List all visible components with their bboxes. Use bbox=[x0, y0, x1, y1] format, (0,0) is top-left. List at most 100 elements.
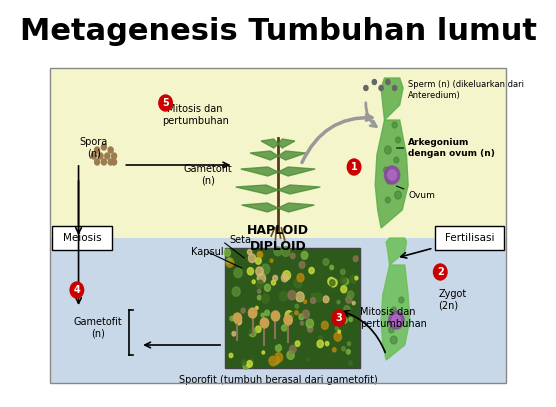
Circle shape bbox=[269, 356, 277, 366]
Polygon shape bbox=[278, 151, 306, 160]
Circle shape bbox=[332, 310, 346, 326]
Circle shape bbox=[295, 325, 303, 335]
Circle shape bbox=[232, 332, 236, 336]
Circle shape bbox=[340, 269, 345, 275]
Circle shape bbox=[257, 274, 266, 283]
Circle shape bbox=[302, 310, 309, 318]
Polygon shape bbox=[236, 185, 278, 194]
Circle shape bbox=[281, 274, 288, 282]
Circle shape bbox=[241, 308, 245, 313]
Circle shape bbox=[320, 351, 325, 357]
Circle shape bbox=[260, 318, 269, 328]
Text: 1: 1 bbox=[351, 162, 358, 172]
Circle shape bbox=[282, 247, 290, 256]
Text: Mitosis dan
pertumbuhan: Mitosis dan pertumbuhan bbox=[162, 104, 229, 126]
Circle shape bbox=[330, 279, 337, 287]
Circle shape bbox=[243, 362, 249, 370]
Circle shape bbox=[390, 336, 397, 344]
Circle shape bbox=[230, 316, 234, 321]
Circle shape bbox=[242, 360, 246, 365]
Circle shape bbox=[344, 306, 350, 313]
Circle shape bbox=[285, 311, 293, 320]
Circle shape bbox=[290, 253, 295, 259]
Circle shape bbox=[257, 252, 263, 258]
Circle shape bbox=[108, 147, 113, 153]
Circle shape bbox=[317, 340, 324, 348]
Circle shape bbox=[249, 308, 257, 318]
Circle shape bbox=[275, 353, 282, 362]
Text: 5: 5 bbox=[162, 98, 169, 108]
Circle shape bbox=[280, 291, 287, 301]
Bar bbox=[50, 68, 506, 238]
Circle shape bbox=[397, 316, 404, 324]
Polygon shape bbox=[375, 120, 408, 228]
Polygon shape bbox=[278, 167, 315, 176]
Circle shape bbox=[232, 287, 240, 296]
Circle shape bbox=[395, 191, 401, 199]
Circle shape bbox=[389, 311, 404, 329]
Polygon shape bbox=[381, 265, 410, 360]
Text: Seta: Seta bbox=[229, 235, 251, 245]
Circle shape bbox=[226, 258, 234, 267]
Text: Spora
(n): Spora (n) bbox=[80, 137, 108, 159]
Circle shape bbox=[323, 258, 329, 265]
Circle shape bbox=[261, 313, 264, 317]
Circle shape bbox=[393, 85, 397, 90]
Circle shape bbox=[256, 267, 263, 276]
Circle shape bbox=[112, 159, 117, 165]
Circle shape bbox=[388, 170, 396, 180]
FancyBboxPatch shape bbox=[225, 248, 360, 368]
Circle shape bbox=[294, 279, 302, 288]
Circle shape bbox=[283, 271, 291, 280]
Circle shape bbox=[249, 254, 256, 263]
Circle shape bbox=[344, 278, 349, 284]
Polygon shape bbox=[242, 203, 278, 212]
Polygon shape bbox=[278, 185, 320, 194]
Circle shape bbox=[338, 330, 341, 333]
Circle shape bbox=[315, 328, 321, 335]
Polygon shape bbox=[241, 167, 278, 176]
Circle shape bbox=[287, 351, 294, 359]
Circle shape bbox=[346, 350, 350, 354]
Text: Mitosis dan
pertumbuhan: Mitosis dan pertumbuhan bbox=[360, 307, 427, 329]
Text: HAPLOID: HAPLOID bbox=[247, 223, 309, 236]
Circle shape bbox=[306, 358, 309, 361]
Circle shape bbox=[272, 356, 280, 365]
Circle shape bbox=[386, 176, 393, 184]
Circle shape bbox=[311, 279, 316, 286]
Circle shape bbox=[306, 319, 314, 328]
Circle shape bbox=[299, 261, 305, 268]
Circle shape bbox=[256, 326, 261, 333]
Text: Zygot
(2n): Zygot (2n) bbox=[439, 289, 467, 311]
Circle shape bbox=[309, 267, 314, 274]
Circle shape bbox=[335, 326, 339, 330]
Circle shape bbox=[341, 286, 347, 293]
Circle shape bbox=[384, 167, 389, 173]
Circle shape bbox=[364, 85, 368, 90]
Circle shape bbox=[284, 315, 292, 325]
Text: Fertilisasi: Fertilisasi bbox=[445, 233, 495, 243]
Circle shape bbox=[257, 252, 262, 257]
Circle shape bbox=[98, 153, 103, 159]
Circle shape bbox=[385, 166, 400, 184]
Circle shape bbox=[95, 159, 100, 165]
Circle shape bbox=[276, 344, 281, 351]
Circle shape bbox=[159, 95, 172, 111]
Circle shape bbox=[327, 271, 330, 275]
Circle shape bbox=[348, 291, 354, 299]
Circle shape bbox=[269, 354, 276, 363]
Circle shape bbox=[348, 159, 361, 175]
Circle shape bbox=[105, 153, 110, 159]
Text: Meiosis: Meiosis bbox=[63, 233, 101, 243]
Circle shape bbox=[304, 300, 306, 304]
Circle shape bbox=[112, 153, 117, 159]
Circle shape bbox=[247, 249, 252, 255]
Circle shape bbox=[229, 353, 233, 358]
Circle shape bbox=[391, 307, 396, 313]
Circle shape bbox=[332, 348, 336, 352]
Circle shape bbox=[434, 264, 447, 280]
Circle shape bbox=[331, 283, 335, 288]
Circle shape bbox=[314, 293, 322, 302]
Circle shape bbox=[346, 296, 352, 303]
Circle shape bbox=[372, 79, 376, 85]
